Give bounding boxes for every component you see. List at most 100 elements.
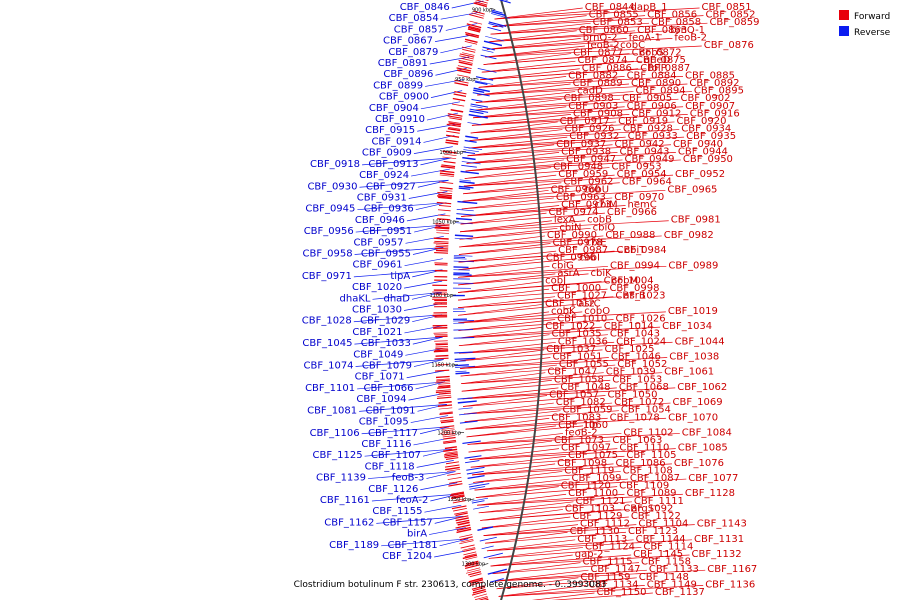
forward-gene-label[interactable]: CBF_1144	[636, 534, 686, 545]
forward-gene-label[interactable]: tlp	[585, 420, 598, 431]
reverse-gene-label[interactable]: CBF_1033	[361, 338, 411, 349]
forward-gene-label[interactable]: CBF_0907	[685, 101, 735, 112]
reverse-gene-label[interactable]: CBF_1162	[324, 517, 374, 528]
reverse-gene-label[interactable]: CBF_1091	[366, 405, 416, 416]
reverse-gene-label[interactable]: CBF_0846	[400, 2, 450, 13]
reverse-gene-label[interactable]: CBF_0904	[369, 103, 419, 114]
reverse-gene-label[interactable]: CBF_1106	[310, 428, 360, 439]
forward-gene-label[interactable]: CBF_0990	[547, 230, 597, 241]
reverse-gene-label[interactable]: CBF_1118	[365, 461, 415, 472]
forward-gene-label[interactable]: CBF_1025	[604, 344, 654, 355]
forward-gene-label[interactable]: CBF_0928	[623, 124, 673, 135]
reverse-gene-label[interactable]: CBF_0857	[394, 24, 444, 35]
forward-gene-label[interactable]: CBF_0895	[694, 86, 744, 97]
forward-gene-label[interactable]: CBF_1004	[604, 276, 654, 287]
reverse-gene-label[interactable]: CBF_0924	[359, 170, 409, 181]
forward-gene-label[interactable]: CBF_1097	[561, 443, 611, 454]
forward-gene-label[interactable]: feoB-2	[587, 40, 620, 51]
forward-gene-label[interactable]: dapB_1	[631, 2, 668, 13]
forward-gene-label[interactable]: CBF_1060	[558, 420, 608, 431]
forward-gene-label[interactable]: cbiQ	[593, 222, 616, 233]
reverse-gene-label[interactable]: CBF_1095	[359, 417, 409, 428]
forward-gene-label[interactable]: CBF_0844	[585, 2, 635, 13]
forward-gene-label[interactable]: CBF_1122	[631, 511, 681, 522]
forward-gene-label[interactable]: CBF_1085	[678, 443, 728, 454]
forward-gene-label[interactable]: CBF_1050	[607, 389, 657, 400]
reverse-gene-label[interactable]: CBF_0891	[378, 58, 428, 69]
reverse-gene-label[interactable]: CBF_1117	[368, 428, 418, 439]
forward-gene-label[interactable]: CBF_0935	[686, 131, 736, 142]
forward-gene-label[interactable]: cobB	[587, 215, 612, 226]
forward-gene-label[interactable]: CBF_0884	[627, 70, 677, 81]
forward-gene-label[interactable]: CBF_0974	[549, 207, 599, 218]
forward-gene-label[interactable]: CBF_1038	[669, 351, 719, 362]
forward-gene-label[interactable]: CBF_1063	[612, 435, 662, 446]
forward-gene-label[interactable]: CBF_1089	[627, 488, 677, 499]
forward-gene-label[interactable]: feoB-2	[565, 427, 598, 438]
forward-gene-label[interactable]: CBF_1076	[674, 458, 724, 469]
forward-gene-label[interactable]: CBF_1114	[643, 541, 693, 552]
forward-gene-label[interactable]: CBF_0908	[573, 108, 623, 119]
forward-gene-label[interactable]: CBF_1010	[557, 313, 607, 324]
forward-gene-label[interactable]: CBF_0882	[568, 70, 618, 81]
forward-gene-label[interactable]: CBF_1124	[585, 541, 635, 552]
forward-gene-label[interactable]: CBF_1082	[556, 397, 606, 408]
reverse-gene-label[interactable]: CBF_1029	[360, 316, 410, 327]
forward-gene-label[interactable]: CBF_1051	[552, 351, 602, 362]
forward-gene-label[interactable]: CBF_1036	[558, 336, 608, 347]
forward-gene-label[interactable]: queD	[644, 55, 671, 66]
reverse-gene-label[interactable]: CBF_0945	[305, 204, 355, 215]
forward-gene-label[interactable]: cobI	[579, 253, 600, 264]
forward-gene-label[interactable]: CBF_1104	[638, 519, 688, 530]
reverse-gene-label[interactable]: CBF_0961	[353, 260, 403, 271]
forward-gene-label[interactable]: cbiN	[559, 222, 581, 233]
forward-gene-label[interactable]: cbiE	[586, 238, 607, 249]
forward-gene-label[interactable]: CBF_1128	[685, 488, 735, 499]
reverse-gene-label[interactable]: CBF_0854	[389, 13, 439, 24]
forward-gene-label[interactable]: CBF_1100	[568, 488, 618, 499]
reverse-gene-label[interactable]: CBF_0915	[365, 125, 415, 136]
forward-gene-label[interactable]: CBF_0948	[553, 162, 603, 173]
forward-gene-label[interactable]: CBF_0885	[685, 70, 735, 81]
forward-gene-label[interactable]: CBF_0953	[612, 162, 662, 173]
forward-gene-label[interactable]: CBF_0947	[566, 154, 616, 165]
forward-gene-label[interactable]: cobU	[584, 184, 609, 195]
forward-gene-label[interactable]: CBF_0982	[664, 230, 714, 241]
forward-gene-label[interactable]: CBF_0932	[569, 131, 619, 142]
reverse-gene-label[interactable]: CBF_1094	[356, 394, 406, 405]
forward-gene-label[interactable]: CBF_0966	[607, 207, 657, 218]
forward-gene-label[interactable]: CBF_0902	[680, 93, 730, 104]
reverse-gene-label[interactable]: CBF_1071	[355, 372, 405, 383]
forward-gene-label[interactable]: CBF_1158	[641, 557, 691, 568]
forward-gene-label[interactable]: CBF_0855	[589, 10, 639, 21]
forward-gene-label[interactable]: CBF_0940	[673, 139, 723, 150]
forward-gene-label[interactable]: CBF_1092	[623, 503, 673, 514]
forward-gene-label[interactable]: CBF_1121	[575, 496, 625, 507]
forward-gene-label[interactable]: CBF_0934	[681, 124, 731, 135]
reverse-gene-label[interactable]: feoA-2	[396, 495, 428, 506]
reverse-gene-label[interactable]: CBF_1125	[313, 450, 363, 461]
forward-gene-label[interactable]: CBF_1075	[568, 450, 618, 461]
forward-gene-label[interactable]: CBF_1137	[655, 587, 705, 598]
forward-gene-label[interactable]: CBF_0962	[563, 177, 613, 188]
reverse-gene-label[interactable]: CBF_1107	[371, 450, 421, 461]
reverse-gene-label[interactable]: CBF_1021	[352, 327, 402, 338]
forward-gene-label[interactable]: CBF_1000	[551, 283, 601, 294]
forward-gene-label[interactable]: CBF_1136	[705, 579, 755, 590]
forward-gene-label[interactable]: CBF_1167	[707, 564, 757, 575]
forward-gene-label[interactable]: CBF_0875	[636, 55, 686, 66]
forward-gene-label[interactable]: CBF_0906	[627, 101, 677, 112]
forward-gene-label[interactable]: CBF_1115	[583, 557, 633, 568]
forward-gene-label[interactable]: CBF_1109	[619, 481, 669, 492]
forward-gene-label[interactable]: CBF_0887	[640, 63, 690, 74]
forward-gene-label[interactable]: CBF_0905	[622, 93, 672, 104]
forward-gene-label[interactable]: CBF_1034	[662, 321, 712, 332]
forward-gene-label[interactable]: CBF_0954	[617, 169, 667, 180]
forward-gene-label[interactable]: CBF_1086	[616, 458, 666, 469]
forward-gene-label[interactable]: CBF_0984	[617, 245, 667, 256]
forward-gene-label[interactable]: CBF_1078	[610, 412, 660, 423]
reverse-gene-label[interactable]: CBF_1116	[361, 439, 411, 450]
forward-gene-label[interactable]: CBF_1058	[554, 374, 604, 385]
forward-gene-label[interactable]: CBF_1084	[682, 427, 732, 438]
reverse-gene-label[interactable]: birA	[407, 529, 427, 540]
